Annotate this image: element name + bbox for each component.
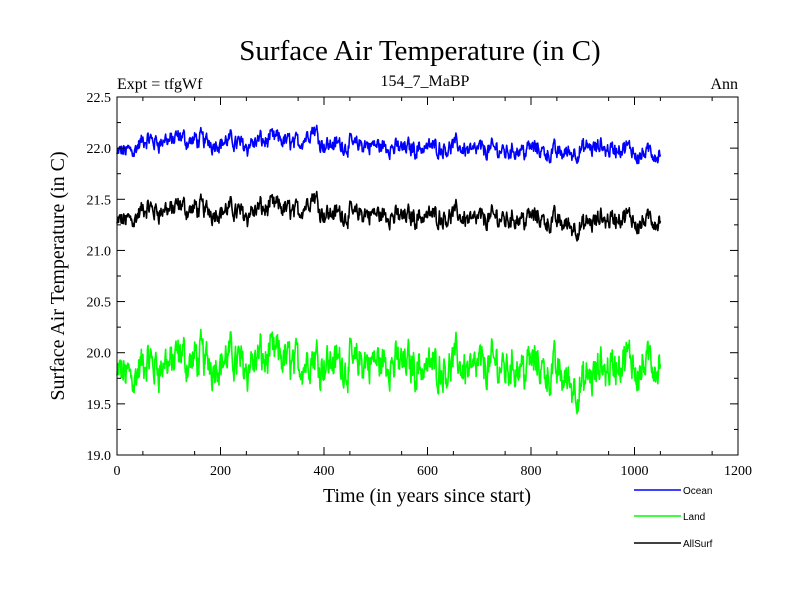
chart-title: Surface Air Temperature (in C) — [239, 35, 600, 67]
x-tick-label: 200 — [210, 464, 231, 479]
y-tick-label: 21.0 — [87, 244, 112, 259]
y-tick-label: 21.5 — [87, 193, 112, 208]
x-tick-label: 800 — [521, 464, 542, 479]
x-tick-label: 1200 — [724, 464, 752, 479]
chart-subtitle: 154_7_MaBP — [381, 73, 470, 90]
y-axis-label: Surface Air Temperature (in C) — [47, 151, 69, 400]
season-label: Ann — [710, 76, 738, 93]
y-tick-label: 19.0 — [87, 449, 112, 464]
legend-label-land: Land — [683, 512, 705, 523]
axis-layer: 0 200 400 600 800 1000 1200 19.0 19.5 20.0 20.5 21.… — [87, 91, 753, 479]
legend-label-ocean: Ocean — [683, 486, 712, 497]
plot-frame — [116, 96, 739, 456]
y-tick-label: 22.0 — [87, 142, 112, 157]
y-tick-label: 19.5 — [87, 398, 112, 413]
experiment-label: Expt = tfgWf — [117, 76, 203, 93]
series-line-ocean — [116, 124, 662, 165]
x-tick-label: 400 — [314, 464, 335, 479]
series-layer — [116, 124, 662, 415]
series-line-allsurf — [116, 190, 662, 242]
x-axis-label: Time (in years since start) — [323, 485, 531, 507]
x-tick-label: 0 — [114, 464, 121, 479]
x-tick-label: 600 — [417, 464, 438, 479]
y-tick-label: 22.5 — [87, 91, 112, 106]
legend-label-allsurf: AllSurf — [683, 539, 713, 550]
legend: Ocean Land AllSurf — [634, 486, 713, 550]
x-tick-label: 1000 — [621, 464, 649, 479]
series-line-land — [116, 328, 662, 415]
y-tick-label: 20.0 — [87, 347, 112, 362]
y-tick-label: 20.5 — [87, 296, 112, 311]
